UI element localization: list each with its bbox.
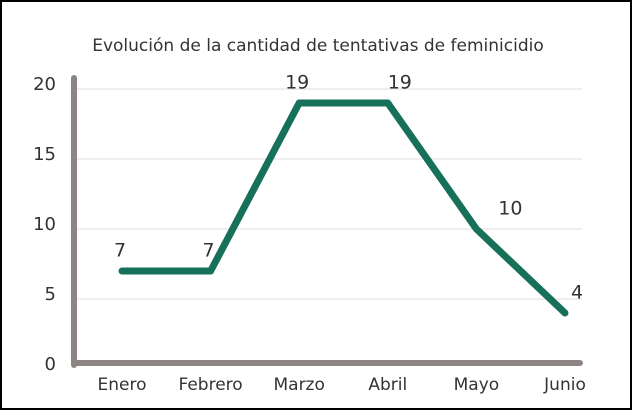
data-label: 7	[203, 240, 215, 262]
x-tick-label: Marzo	[273, 375, 324, 395]
data-label: 10	[498, 198, 522, 220]
y-tick-label: 15	[33, 144, 56, 165]
data-line	[118, 99, 569, 317]
y-tick-label: 20	[33, 74, 56, 95]
x-tick-label: Mayo	[454, 375, 500, 395]
x-tick-label: Febrero	[178, 375, 242, 395]
chart-title: Evolución de la cantidad de tentativas d…	[92, 36, 544, 56]
data-label: 4	[571, 282, 583, 304]
x-tick-label: Abril	[368, 375, 407, 395]
data-label: 19	[388, 72, 412, 94]
data-label: 19	[285, 72, 309, 94]
y-tick-label: 0	[45, 354, 56, 375]
x-tick-label: Junio	[543, 375, 586, 395]
x-tick-label: Enero	[98, 375, 147, 395]
y-tick-label: 5	[45, 284, 56, 305]
y-tick-label: 10	[33, 214, 56, 235]
data-label: 7	[114, 240, 126, 262]
